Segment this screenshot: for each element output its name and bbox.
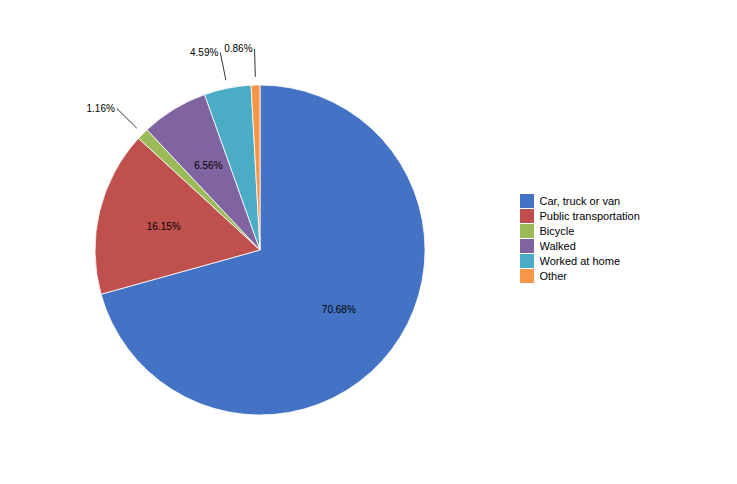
html-text:Public transportation: Public transportation <box>539 210 640 223</box>
html-text:Car, truck or van: Car, truck or van <box>539 195 621 208</box>
html-text:Bicycle: Bicycle <box>539 225 575 238</box>
html-text:Worked at home: Worked at home <box>539 255 620 268</box>
svg-text:4.59%: 4.59% <box>190 47 218 58</box>
svg-text:70.68%: 70.68% <box>322 304 356 315</box>
html-text:Other: Other <box>539 270 567 283</box>
html-text:Walked: Walked <box>539 240 576 253</box>
svg-text:0.86%: 0.86% <box>224 43 252 54</box>
svg-text:1.16%: 1.16% <box>86 103 114 114</box>
svg-text:6.56%: 6.56% <box>194 160 222 171</box>
svg-text:16.15%: 16.15% <box>147 221 181 232</box>
